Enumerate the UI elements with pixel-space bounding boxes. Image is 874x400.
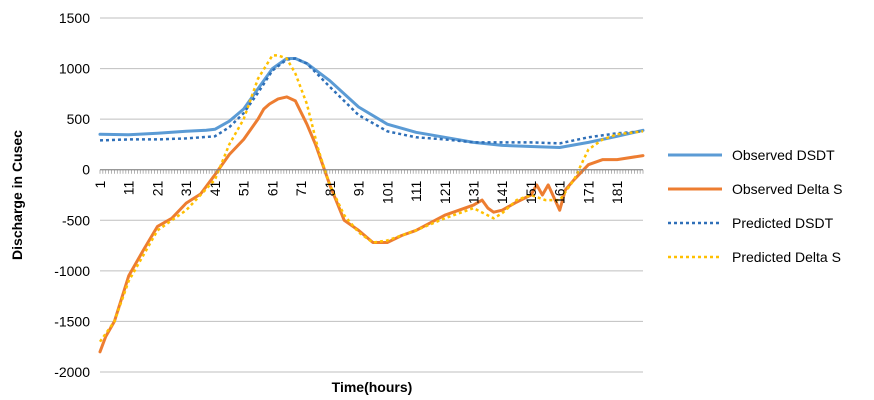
x-tick-label: 51: [236, 181, 252, 197]
x-axis-title: Time(hours): [332, 379, 413, 395]
x-tick-label: 101: [379, 181, 395, 205]
x-tick-label: 121: [437, 181, 453, 205]
y-tick-label: -1000: [54, 263, 90, 279]
x-tick-label: 21: [149, 181, 165, 197]
x-tick-label: 1: [92, 181, 108, 189]
x-tick-label: 71: [293, 181, 309, 197]
x-tick-label: 81: [322, 181, 338, 197]
x-tick-label: 131: [465, 181, 481, 205]
series-line-observed-delta-s: [98, 95, 645, 354]
legend: Observed DSDT Observed Delta S Predicted D…: [668, 147, 843, 265]
x-tick-label: 171: [580, 181, 596, 205]
y-tick-label: -500: [62, 212, 90, 228]
x-tick-label: 141: [494, 181, 510, 205]
x-tick-label: 11: [121, 181, 137, 196]
x-tick-label: 41: [207, 181, 223, 197]
x-tick-label: 181: [609, 181, 625, 205]
y-tick-label: 1000: [59, 61, 90, 77]
x-tick-label: 111: [408, 181, 424, 202]
legend-label-predicted-dsdt: Predicted DSDT: [732, 215, 834, 231]
x-tick-label: 31: [178, 181, 194, 197]
legend-label-observed-delta-s: Observed Delta S: [732, 181, 843, 197]
x-tick-label: 91: [351, 181, 367, 197]
y-tick-label: -1500: [54, 313, 90, 329]
y-tick-label: 1500: [59, 10, 90, 26]
x-tick-label: 61: [264, 181, 280, 197]
y-axis-title: Discharge in Cusec: [9, 130, 25, 260]
series-line-predicted-delta-s: [98, 54, 644, 343]
x-tick-label: 151: [523, 181, 539, 205]
series-line-predicted-dsdt: [99, 57, 644, 145]
series-layer: [98, 54, 645, 354]
legend-label-predicted-delta-s: Predicted Delta S: [732, 249, 841, 265]
legend-label-observed-dsdt: Observed DSDT: [732, 147, 835, 163]
x-tick-label: 161: [552, 181, 568, 205]
y-tick-label: 500: [67, 111, 91, 127]
y-tick-label: -2000: [54, 364, 90, 380]
series-line-observed-dsdt: [98, 57, 645, 149]
y-tick-label: 0: [82, 162, 90, 178]
